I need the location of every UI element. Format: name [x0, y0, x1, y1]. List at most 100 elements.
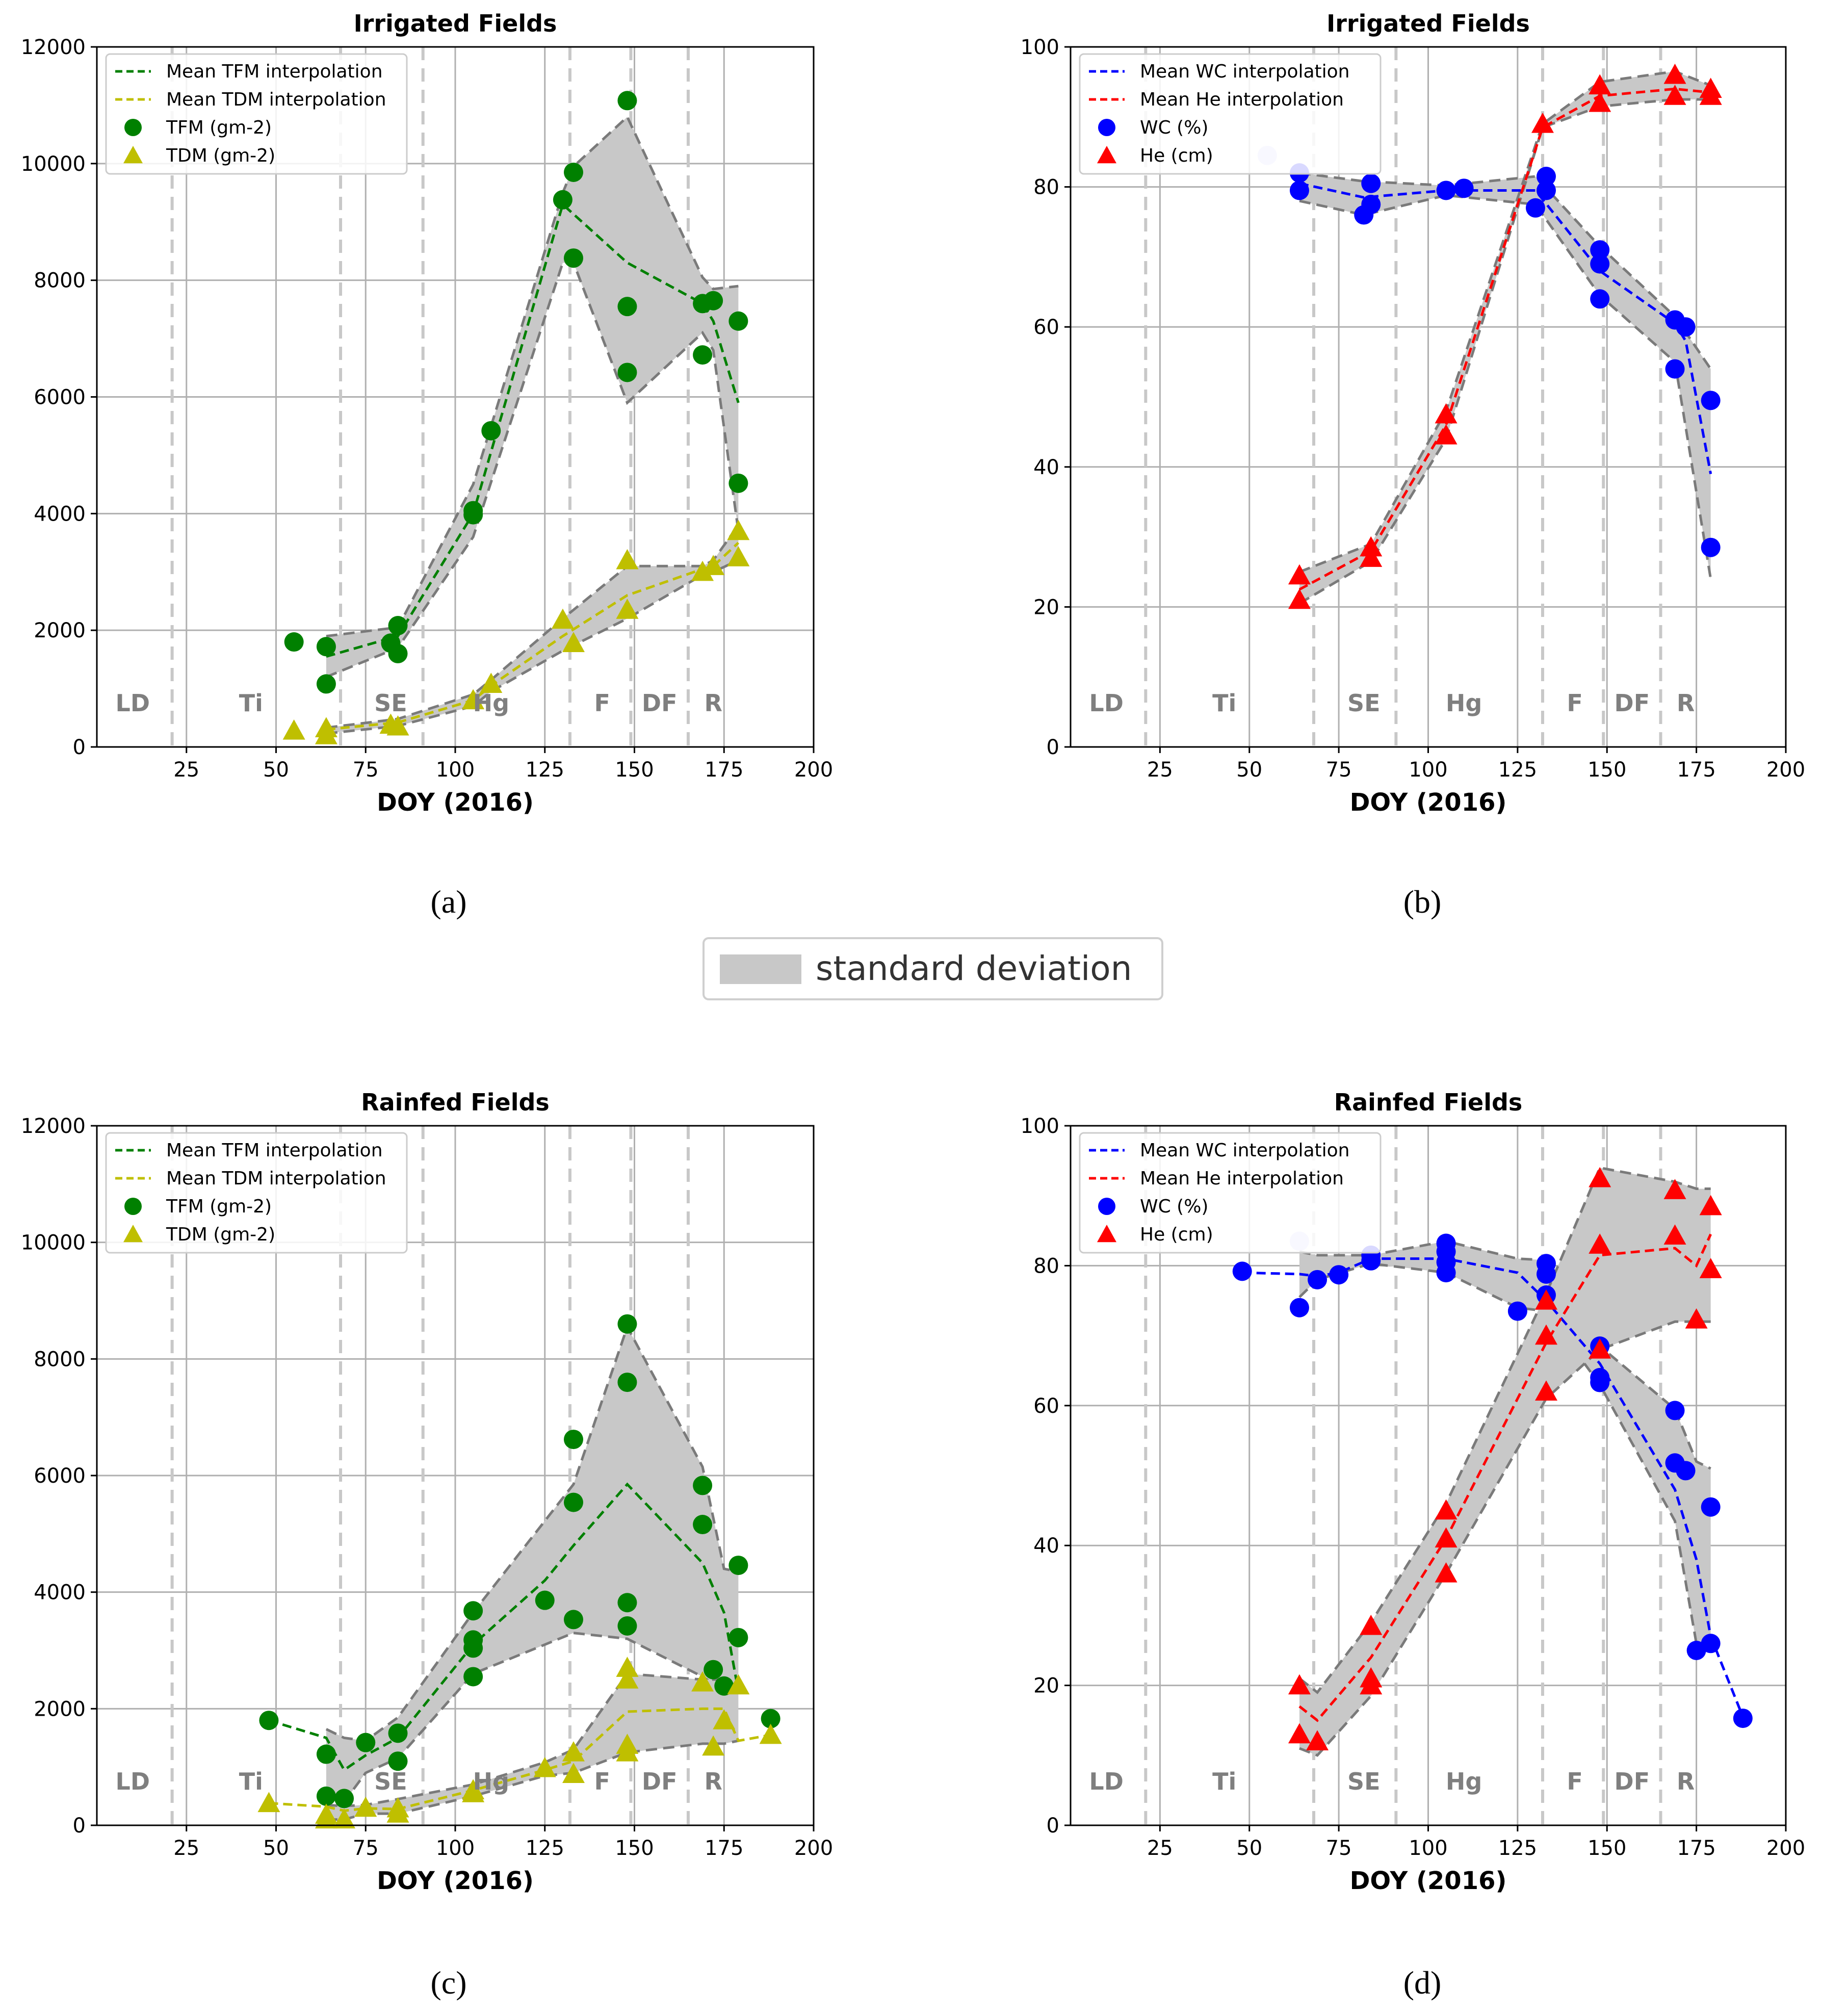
- data-point-triangle: [691, 560, 714, 581]
- data-point-triangle: [1699, 1195, 1722, 1216]
- data-point-triangle: [1360, 1674, 1383, 1695]
- legend-label: Mean TDM interpolation: [166, 1168, 386, 1189]
- x-tick-label: 50: [263, 758, 289, 782]
- data-point-circle: [1436, 180, 1456, 200]
- panel-label-c: (c): [430, 1965, 466, 2001]
- stage-label: R: [1677, 1768, 1695, 1795]
- legend-label: He (cm): [1140, 1224, 1213, 1245]
- data-point-triangle: [1699, 1258, 1722, 1278]
- y-tick-label: 0: [73, 1814, 86, 1838]
- data-point-circle: [714, 1676, 734, 1696]
- chart-title: Irrigated Fields: [1326, 10, 1530, 37]
- data-point-circle: [728, 311, 748, 331]
- data-point-circle: [1701, 1497, 1721, 1517]
- data-point-triangle: [1435, 424, 1457, 445]
- y-tick-label: 60: [1033, 1394, 1059, 1418]
- std-band-yellow: [326, 525, 739, 734]
- data-point-circle: [617, 297, 637, 317]
- x-tick-label: 200: [794, 758, 833, 782]
- data-point-circle: [463, 1667, 483, 1687]
- stage-label: F: [594, 1768, 610, 1795]
- stage-label: LD: [116, 689, 150, 717]
- mean-line-green: [326, 202, 740, 658]
- data-point-triangle: [616, 1657, 639, 1677]
- data-point-circle: [693, 345, 713, 365]
- x-tick-label: 125: [526, 758, 564, 782]
- y-tick-label: 20: [1033, 596, 1059, 619]
- data-point-triangle: [616, 1668, 639, 1689]
- y-tick-label: 2000: [34, 619, 86, 642]
- data-point-triangle: [1534, 1380, 1557, 1401]
- std-band-upper-edge: [1299, 1239, 1711, 1470]
- stage-label: SE: [1347, 689, 1381, 717]
- legend-triangle-swatch: [123, 146, 143, 164]
- x-tick-label: 25: [173, 1837, 199, 1860]
- data-point-triangle: [1663, 85, 1686, 105]
- x-tick-label: 150: [615, 1837, 654, 1860]
- data-point-circle: [728, 1627, 748, 1647]
- data-point-triangle: [354, 1796, 377, 1817]
- data-point-circle: [617, 1616, 637, 1636]
- mean-line-yellow: [326, 541, 740, 731]
- y-tick-label: 100: [1021, 1115, 1059, 1138]
- data-point-triangle: [562, 1763, 585, 1783]
- data-point-triangle: [315, 1808, 337, 1829]
- chart-panel-a: LD Ti SE Hg F DF R25 50 75 100 125 150 175 2000200040…: [21, 10, 833, 817]
- data-point-circle: [728, 1556, 748, 1575]
- x-tick-label: 25: [173, 758, 199, 782]
- data-point-circle: [388, 1751, 408, 1771]
- y-tick-label: 4000: [34, 502, 86, 526]
- data-point-circle: [463, 1638, 483, 1658]
- data-point-triangle: [1534, 1289, 1557, 1310]
- y-tick-label: 100: [1021, 36, 1059, 59]
- sd-legend-frame: [702, 937, 1163, 1000]
- data-point-circle: [617, 1373, 637, 1392]
- data-point-circle: [1536, 180, 1556, 200]
- mean-line-red: [1298, 1233, 1712, 1722]
- legend-label: Mean TFM interpolation: [166, 1140, 383, 1161]
- stage-label: LD: [116, 1768, 150, 1795]
- data-point-circle: [1507, 1301, 1527, 1321]
- std-band-upper-edge: [326, 115, 739, 638]
- data-point-circle: [704, 1660, 723, 1679]
- stage-label: Ti: [1212, 689, 1236, 717]
- legend-triangle-swatch: [1097, 146, 1116, 164]
- x-tick-label: 25: [1147, 758, 1173, 782]
- legend-circle-swatch: [124, 1198, 142, 1215]
- data-point-circle: [1590, 240, 1610, 260]
- stage-label: Hg: [1446, 1768, 1482, 1795]
- data-point-triangle: [562, 1741, 585, 1762]
- sd-legend-label: standard deviation: [816, 949, 1132, 988]
- y-tick-label: 0: [1047, 1814, 1059, 1838]
- data-point-circle: [316, 637, 336, 657]
- data-point-triangle: [1589, 1338, 1611, 1359]
- y-tick-label: 40: [1033, 1534, 1059, 1558]
- y-tick-label: 10000: [21, 1231, 86, 1255]
- x-axis-label: DOY (2016): [377, 788, 534, 817]
- data-point-triangle: [616, 1741, 639, 1762]
- data-point-circle: [316, 1744, 336, 1764]
- x-axis-label: DOY (2016): [1350, 788, 1507, 817]
- data-point-circle: [259, 1711, 279, 1730]
- data-point-triangle: [1288, 588, 1311, 609]
- data-point-triangle: [1663, 1179, 1686, 1199]
- legend-label: He (cm): [1140, 145, 1213, 166]
- data-point-circle: [1525, 198, 1545, 218]
- y-tick-label: 12000: [21, 1115, 86, 1138]
- data-point-circle: [1454, 178, 1474, 198]
- legend-label: TFM (gm-2): [166, 1196, 272, 1217]
- data-point-triangle: [386, 715, 409, 736]
- data-point-triangle: [257, 1792, 280, 1813]
- data-point-circle: [1590, 1373, 1610, 1392]
- x-tick-label: 100: [1409, 1837, 1447, 1860]
- stage-label: SE: [1347, 1768, 1381, 1795]
- data-point-circle: [761, 1709, 780, 1728]
- chart-panel-b: LD Ti SE Hg F DF R 25 50 75 100 125 150 175 200 0 20 40 60…: [1021, 10, 1806, 817]
- data-point-triangle: [1663, 1224, 1686, 1245]
- stage-label: SE: [374, 1768, 407, 1795]
- data-point-circle: [284, 632, 304, 652]
- data-point-circle: [1361, 194, 1381, 214]
- x-tick-label: 50: [1236, 1837, 1262, 1860]
- data-point-circle: [693, 1515, 713, 1535]
- stage-label: F: [1567, 1768, 1582, 1795]
